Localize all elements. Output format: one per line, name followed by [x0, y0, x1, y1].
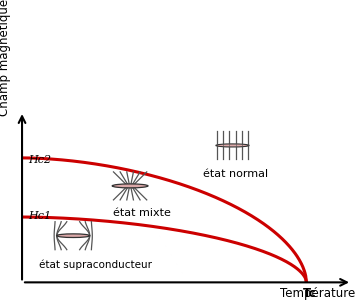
Text: Hc1: Hc1: [28, 211, 51, 221]
Text: Hc2: Hc2: [28, 155, 51, 165]
Text: état supraconducteur: état supraconducteur: [39, 259, 153, 270]
Ellipse shape: [112, 184, 148, 188]
Text: Tc: Tc: [302, 287, 316, 300]
Text: Champ magnétique: Champ magnétique: [0, 0, 11, 116]
Text: état mixte: état mixte: [112, 208, 171, 218]
Ellipse shape: [216, 144, 249, 147]
Text: état normal: état normal: [203, 169, 268, 179]
Ellipse shape: [57, 234, 90, 238]
Text: Température: Température: [280, 287, 355, 300]
